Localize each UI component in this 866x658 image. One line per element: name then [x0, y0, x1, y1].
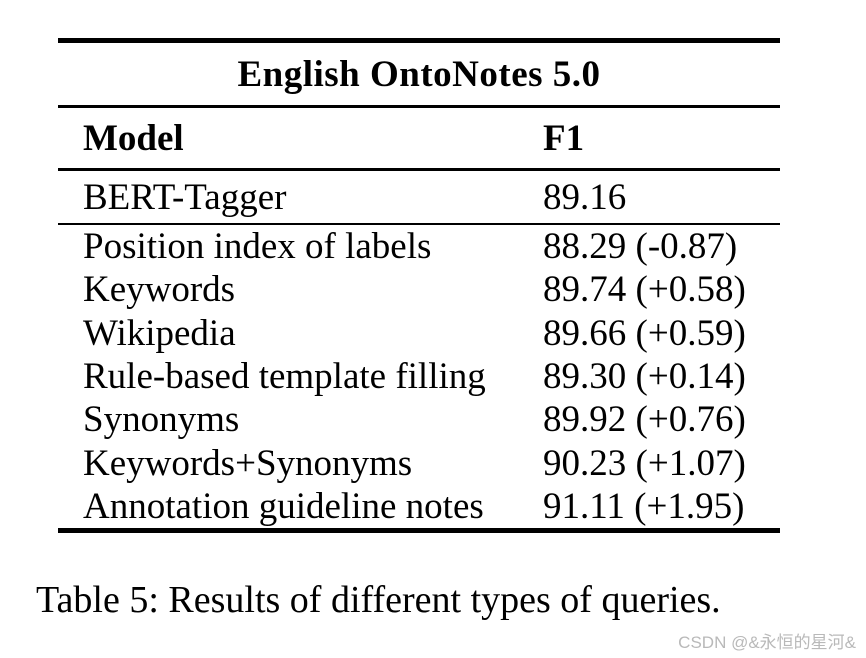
- table-title: English OntoNotes 5.0: [237, 53, 601, 95]
- model-cell: Position index of labels: [83, 226, 432, 268]
- f1-cell: 88.29 (-0.87): [543, 226, 738, 268]
- f1-cell: 89.30 (+0.14): [543, 356, 746, 398]
- table-header-row: Model F1: [58, 108, 780, 168]
- table-row: Rule-based template filling 89.30 (+0.14…: [58, 355, 780, 398]
- model-cell: Rule-based template filling: [83, 356, 486, 398]
- table-top-rule: [58, 38, 780, 43]
- model-cell: Wikipedia: [83, 312, 236, 354]
- table-bottom-rule: [58, 528, 780, 534]
- f1-cell: 89.74 (+0.58): [543, 269, 746, 311]
- watermark: CSDN @&永恒的星河&: [678, 633, 856, 652]
- column-header-model: Model: [83, 117, 184, 159]
- f1-cell: 91.11 (+1.95): [543, 485, 745, 527]
- table-row: Keywords 89.74 (+0.58): [58, 268, 780, 311]
- model-cell: BERT-Tagger: [83, 176, 287, 218]
- table-row: Wikipedia 89.66 (+0.59): [58, 312, 780, 355]
- table-title-rule: [58, 105, 780, 108]
- table-row: Position index of labels 88.29 (-0.87): [58, 225, 780, 268]
- table-row-baseline: BERT-Tagger 89.16: [58, 171, 780, 223]
- column-header-f1: F1: [543, 117, 585, 159]
- model-cell: Synonyms: [83, 399, 240, 441]
- table-title-band: English OntoNotes 5.0: [58, 43, 780, 105]
- table-row: Synonyms 89.92 (+0.76): [58, 398, 780, 441]
- model-cell: Keywords+Synonyms: [83, 442, 413, 484]
- f1-cell: 90.23 (+1.07): [543, 442, 746, 484]
- model-cell: Keywords: [83, 269, 236, 311]
- table-caption: Table 5: Results of different types of q…: [36, 579, 721, 621]
- f1-cell: 89.66 (+0.59): [543, 312, 746, 354]
- f1-cell: 89.92 (+0.76): [543, 399, 746, 441]
- f1-cell: 89.16: [543, 176, 627, 218]
- table-header-rule: [58, 168, 780, 171]
- table-row: Keywords+Synonyms 90.23 (+1.07): [58, 441, 780, 484]
- model-cell: Annotation guideline notes: [83, 485, 484, 527]
- baseline-separator-rule: [58, 223, 780, 225]
- table-row: Annotation guideline notes 91.11 (+1.95): [58, 485, 780, 528]
- results-table: English OntoNotes 5.0 Model F1 BERT-Tagg…: [58, 38, 780, 534]
